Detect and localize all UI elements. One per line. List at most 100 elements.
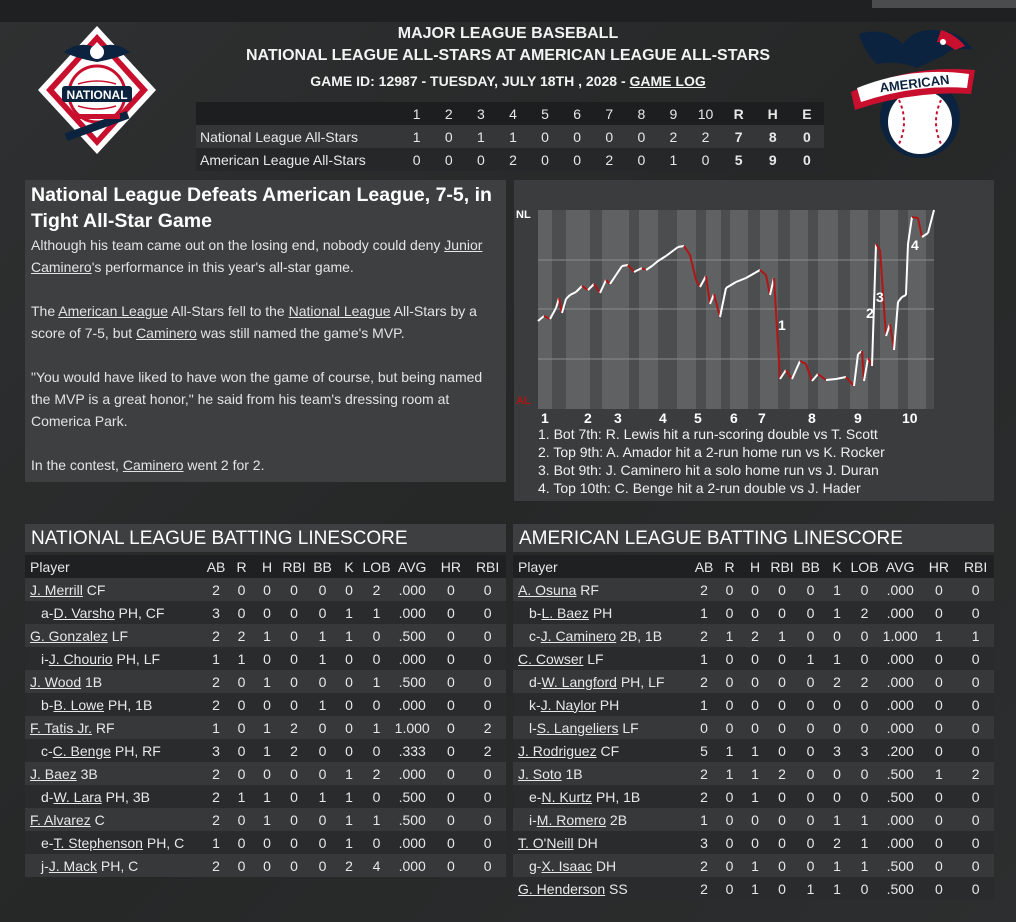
player-position: 3B [76, 765, 98, 782]
batting-header-cell[interactable]: HR [432, 555, 470, 578]
player-link[interactable]: M. Romero [536, 811, 607, 828]
player-link[interactable]: J. Caminero [540, 627, 617, 644]
linescore-total-cell: 7 [721, 125, 756, 148]
player-link[interactable]: F. Alvarez [30, 811, 91, 828]
player-link[interactable]: J. Chourio [48, 650, 113, 667]
player-link[interactable]: C. Benge [52, 742, 112, 759]
player-link[interactable]: G. Henderson [518, 880, 606, 897]
batting-stat-cell: 2 [361, 762, 392, 785]
batting-stat-cell: 1 [691, 808, 717, 831]
player-link[interactable]: J. Naylor [540, 696, 596, 713]
batting-header-cell[interactable]: AVG [391, 555, 433, 578]
batting-header-cell[interactable]: LOB [849, 555, 880, 578]
batting-stat-cell: 0 [920, 670, 958, 693]
sub-prefix: d- [41, 788, 54, 805]
player-link[interactable]: T. O'Neill [518, 834, 574, 851]
win-probability-notes: 1. Bot 7th: R. Lewis hit a run-scoring d… [538, 425, 885, 497]
player-link[interactable]: L. Baez [541, 604, 589, 621]
game-log-link[interactable]: GAME LOG [629, 73, 706, 89]
batting-header-cell[interactable]: BB [308, 555, 337, 578]
batting-stat-cell: 2 [691, 854, 717, 877]
player-link[interactable]: B. Lowe [53, 696, 105, 713]
batting-stat-cell: 0 [767, 601, 797, 624]
batting-stat-cell: 1 [957, 624, 994, 647]
batting-header-cell[interactable]: AB [203, 555, 229, 578]
batting-header-cell[interactable]: RBI [957, 555, 994, 578]
batting-stat-cell: 0 [469, 785, 506, 808]
player-link[interactable]: G. Gonzalez [30, 627, 108, 644]
linescore-inning-cell: 0 [625, 125, 658, 148]
linescore-header-cell: 1 [400, 102, 433, 125]
batting-header-cell[interactable]: Player [25, 555, 204, 578]
player-link-caminero[interactable]: Caminero [136, 325, 197, 341]
event-marker-4[interactable]: 4 [911, 237, 919, 253]
batting-stat-cell: .000 [879, 670, 921, 693]
team-link-national-league[interactable]: National League [288, 303, 391, 319]
batting-header-cell[interactable]: H [254, 555, 280, 578]
linescore-header-row: 1 2 3 4 5 6 7 8 9 10 R H E [196, 102, 824, 125]
batting-stat-cell: 1 [824, 601, 850, 624]
game-id-text: GAME ID: 12987 - TUESDAY, JULY 18TH , 20… [310, 73, 630, 89]
win-prob-segment [861, 350, 865, 382]
linescore-inning-cell: 1 [496, 125, 530, 148]
linescore-team-name[interactable]: National League All-Stars [196, 125, 401, 148]
batting-header-cell[interactable]: K [336, 555, 362, 578]
batting-header-cell[interactable]: AVG [879, 555, 921, 578]
batting-stat-cell: 1 [742, 877, 768, 900]
batting-header-cell[interactable]: Player [513, 555, 692, 578]
batting-row: b-L. Baez PH 1 0 0 0 0 1 2.000 0 0 [513, 601, 994, 624]
batting-header-cell[interactable]: LOB [361, 555, 392, 578]
team-link-american-league[interactable]: American League [58, 303, 168, 319]
event-marker-2[interactable]: 2 [866, 305, 874, 321]
batting-stat-cell: 0 [716, 693, 743, 716]
batting-header-cell[interactable]: RBI [767, 555, 797, 578]
event-marker-3[interactable]: 3 [876, 289, 884, 305]
player-link[interactable]: S. Langeliers [536, 719, 619, 736]
batting-header-cell[interactable]: RBI [279, 555, 309, 578]
player-link[interactable]: J. Wood [30, 673, 82, 690]
player-link[interactable]: J. Mack [48, 857, 98, 874]
event-marker-1[interactable]: 1 [778, 317, 786, 333]
player-position: CF [82, 581, 106, 598]
player-link[interactable]: J. Baez [30, 765, 77, 782]
player-link[interactable]: W. Langford [541, 673, 617, 690]
batting-stat-cell: 1 [228, 785, 255, 808]
batting-stat-cell: 1 [336, 808, 362, 831]
batting-stat-cell: 0 [796, 831, 825, 854]
player-position: PH, C [142, 834, 185, 851]
batting-stat-cell: 0 [824, 762, 850, 785]
player-link-caminero[interactable]: Junior Caminero [31, 237, 483, 275]
batting-header-cell[interactable]: R [228, 555, 255, 578]
top-tab[interactable] [872, 0, 1016, 8]
league-title: MAJOR LEAGUE BASEBALL [397, 25, 619, 42]
player-link[interactable]: J. Rodriguez [518, 742, 597, 759]
batting-row: b-B. Lowe PH, 1B 2 0 0 0 1 0 0.000 0 0 [25, 693, 506, 716]
batting-header-cell[interactable]: BB [796, 555, 825, 578]
player-link[interactable]: X. Isaac [541, 857, 593, 874]
player-link[interactable]: C. Cowser [518, 650, 584, 667]
player-link[interactable]: D. Varsho [53, 604, 115, 621]
player-link[interactable]: T. Stephenson [53, 834, 143, 851]
batting-stat-cell: 0 [254, 601, 280, 624]
win-prob-segment [817, 373, 827, 381]
player-link[interactable]: N. Kurtz [541, 788, 593, 805]
batting-row: J. Soto 1B 2 1 1 2 0 0 0.500 1 2 [513, 762, 994, 785]
batting-stat-cell: 0 [716, 785, 743, 808]
player-link[interactable]: F. Tatis Jr. [30, 719, 92, 736]
batting-header-cell[interactable]: R [716, 555, 743, 578]
sub-prefix: i- [41, 650, 49, 667]
batting-header-cell[interactable]: K [824, 555, 850, 578]
player-link[interactable]: J. Soto [518, 765, 562, 782]
player-link-caminero[interactable]: Caminero [122, 457, 184, 473]
batting-header-cell[interactable]: HR [920, 555, 958, 578]
batting-stat-cell: 0 [796, 693, 825, 716]
player-link[interactable]: A. Osuna [518, 581, 577, 598]
batting-header-cell[interactable]: H [742, 555, 768, 578]
batting-stat-cell: 0 [957, 716, 994, 739]
batting-header-cell[interactable]: AB [691, 555, 717, 578]
batting-header-cell[interactable]: RBI [469, 555, 506, 578]
al-batting-table: Player AB R H RBI BB K LOB AVG HR RBI A. Osuna RF 2 0… [513, 555, 994, 900]
linescore-team-name[interactable]: American League All-Stars [196, 148, 401, 171]
player-link[interactable]: J. Merrill [30, 581, 83, 598]
player-link[interactable]: W. Lara [53, 788, 102, 805]
